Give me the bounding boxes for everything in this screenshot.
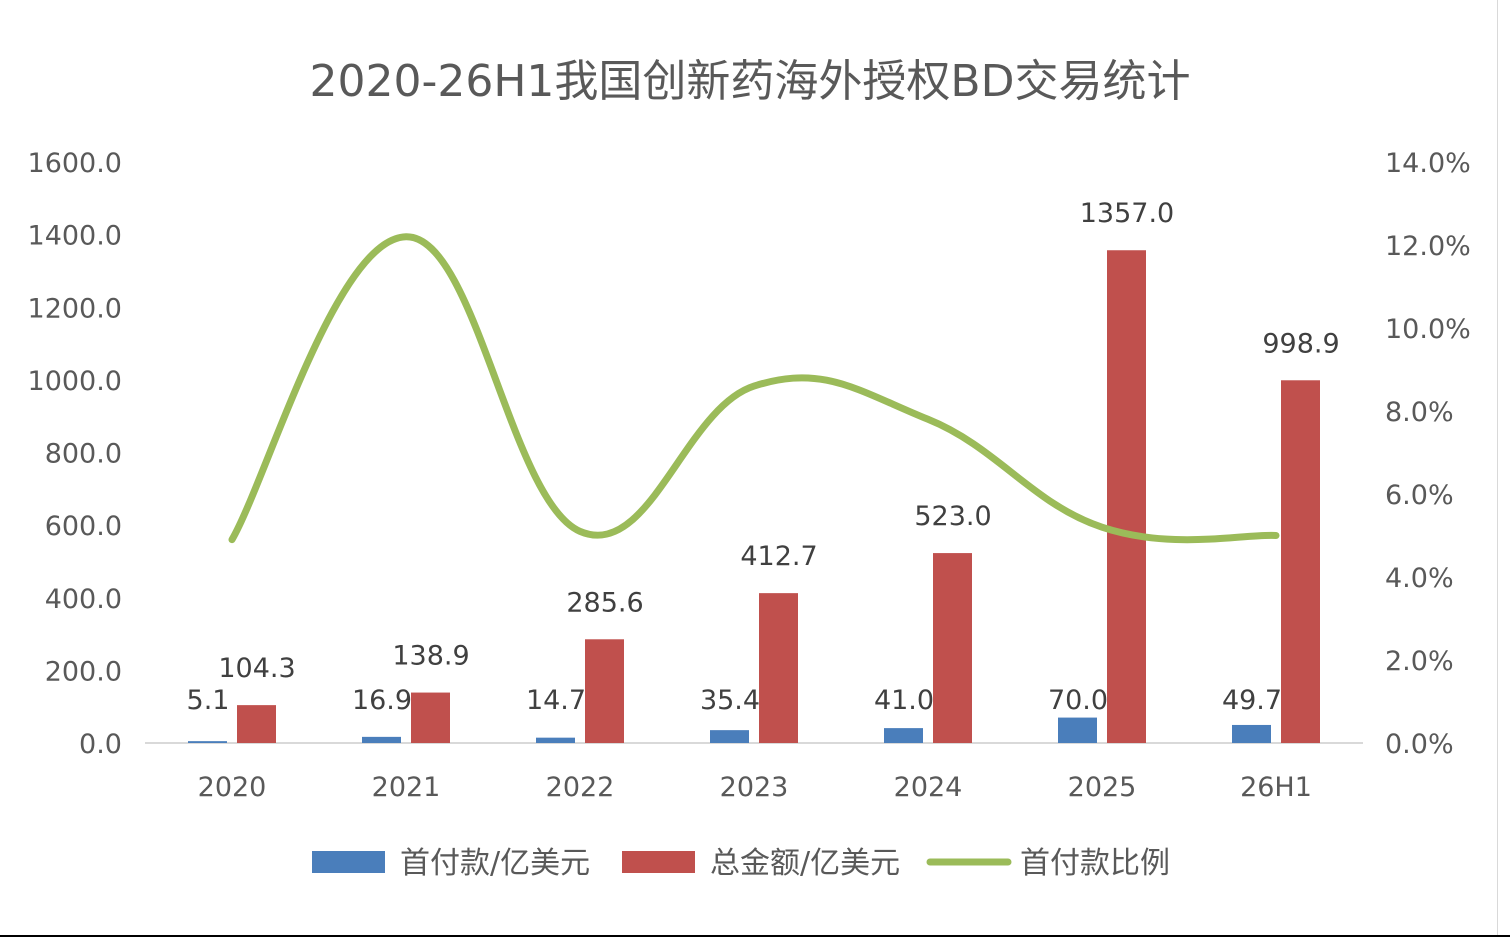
y-right-tick-label: 8.0%: [1385, 397, 1454, 428]
y-right-tick-label: 12.0%: [1385, 231, 1471, 262]
ratio-line-series: [228, 233, 1280, 544]
total-data-label: 412.7: [740, 541, 817, 572]
y-left-tick-label: 400.0: [45, 584, 122, 615]
legend-swatch: [622, 851, 695, 873]
bar-upfront: [362, 736, 401, 743]
y-left-tick-label: 1200.0: [28, 293, 122, 324]
upfront-data-label: 49.7: [1222, 685, 1282, 716]
y-right-tick-label: 10.0%: [1385, 314, 1471, 345]
y-left-tick-label: 600.0: [45, 511, 122, 542]
x-tick-label: 2022: [546, 772, 615, 803]
total-data-label: 523.0: [914, 501, 991, 532]
total-data-label: 138.9: [392, 641, 469, 672]
x-tick-label: 2020: [198, 772, 267, 803]
x-tick-label: 2021: [372, 772, 441, 803]
legend-label: 总金额/亿美元: [710, 846, 900, 881]
bar-total: [933, 553, 972, 743]
y-axis-left: 0.0 200.0 400.0 600.0 800.0 1000.0 1200.0 1400.…: [28, 148, 122, 760]
bars: [188, 250, 1320, 743]
bar-total: [237, 705, 276, 743]
x-tick-label: 2023: [720, 772, 789, 803]
y-axis-right: 0.0% 2.0% 4.0% 6.0% 8.0% 10.0% 12.0% 14.0%: [1385, 148, 1471, 760]
y-left-tick-label: 1600.0: [28, 148, 122, 179]
chart-title: 2020-26H1我国创新药海外授权BD交易统计: [310, 56, 1191, 107]
y-left-tick-label: 800.0: [45, 439, 122, 470]
upfront-data-label: 14.7: [526, 685, 586, 716]
bar-upfront: [188, 741, 227, 743]
total-data-label: 104.3: [218, 653, 295, 684]
x-tick-label: 2024: [894, 772, 963, 803]
x-tick-label: 2025: [1068, 772, 1137, 803]
y-left-tick-label: 0.0: [79, 729, 122, 760]
legend-label: 首付款/亿美元: [400, 846, 590, 881]
total-data-label: 1357.0: [1080, 198, 1174, 229]
bar-total: [585, 639, 624, 743]
y-left-tick-label: 1000.0: [28, 366, 122, 397]
bar-upfront: [884, 728, 923, 743]
x-axis: 2020 2021 2022 2023 2024 2025 26H1: [198, 772, 1312, 803]
bar-total: [759, 593, 798, 743]
bar-upfront: [710, 730, 749, 743]
bottom-border: [0, 935, 1510, 937]
total-data-label: 998.9: [1262, 328, 1339, 359]
legend-swatch: [312, 851, 385, 873]
y-left-tick-label: 200.0: [45, 656, 122, 687]
upfront-data-label: 5.1: [187, 685, 230, 716]
bar-upfront: [1232, 724, 1271, 743]
legend: 首付款/亿美元 总金额/亿美元 首付款比例: [312, 846, 1170, 881]
upfront-data-label: 16.9: [352, 685, 412, 716]
total-data-label: 285.6: [566, 587, 643, 618]
y-right-tick-label: 4.0%: [1385, 563, 1454, 594]
bar-upfront: [1058, 717, 1097, 743]
ratio-line: [228, 233, 1280, 544]
y-left-tick-label: 1400.0: [28, 221, 122, 252]
bar-total: [411, 692, 450, 743]
data-labels: 5.1 16.9 14.7 35.4 41.0 70.0 49.7 104.3 138.9 285…: [187, 198, 1340, 716]
legend-label: 首付款比例: [1020, 846, 1170, 881]
upfront-data-label: 41.0: [874, 685, 934, 716]
x-tick-label: 26H1: [1240, 772, 1312, 803]
bar-upfront: [536, 737, 575, 743]
y-right-tick-label: 6.0%: [1385, 480, 1454, 511]
y-right-tick-label: 14.0%: [1385, 148, 1471, 179]
right-border: [1497, 0, 1498, 935]
upfront-data-label: 35.4: [700, 685, 760, 716]
bar-total: [1107, 250, 1146, 743]
upfront-data-label: 70.0: [1048, 685, 1108, 716]
y-right-tick-label: 0.0%: [1385, 729, 1454, 760]
y-right-tick-label: 2.0%: [1385, 646, 1454, 677]
bar-total: [1281, 380, 1320, 743]
